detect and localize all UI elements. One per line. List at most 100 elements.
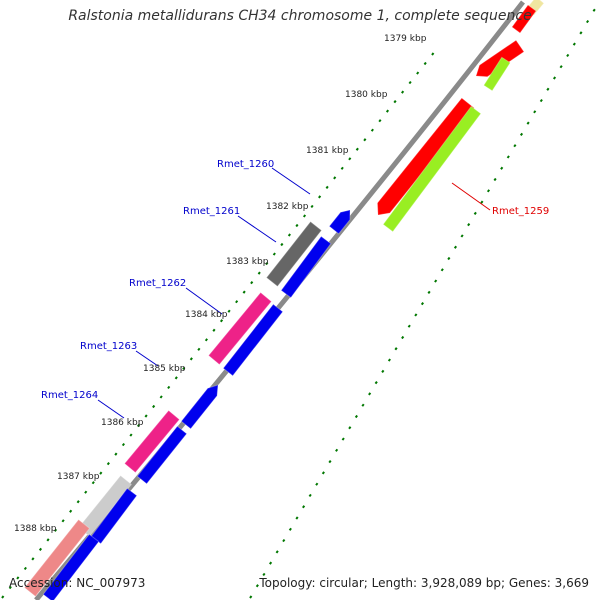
inner-scale-line [401,335,405,340]
leader-rmet-1263 [135,350,159,367]
inner-scale-line [579,31,583,35]
gene-rmet-1264-pink-edge [123,409,181,474]
gene-salmon [24,519,90,597]
outer-scale-line [212,328,216,332]
outer-scale-line [242,290,246,294]
gene-blue-bottom-edge [42,533,100,600]
outer-scale-line [159,395,163,399]
outer-scale-line [38,547,43,551]
inner-scale-line [526,121,530,125]
gene-rmet-1259-red-edge [376,97,475,216]
leader-rmet-1259 [451,182,491,211]
inner-scale-line [566,53,570,58]
inner-scale-line [493,177,497,182]
outer-scale-line [182,366,186,370]
outer-scale-line [54,528,58,532]
gene-label-rmet-1263[interactable]: Rmet_1263 [80,341,137,352]
outer-scale-line [333,176,337,180]
gene-red-small [476,40,524,77]
inner-scale-line [269,561,273,565]
outer-scale-line [416,71,420,75]
gene-label-rmet-1259[interactable]: Rmet_1259 [492,206,549,217]
outer-scale-line [69,509,73,513]
outer-scale-line [129,433,133,437]
outer-scale-line [121,442,126,447]
inner-scale-line [453,245,458,249]
gene-rmet-1262-pink [208,292,272,365]
inner-scale-line [321,471,325,475]
inner-scale-line [262,572,266,577]
gene-green-small-edge [483,56,511,92]
inner-scale-line [328,460,332,464]
gene-label-rmet-1261[interactable]: Rmet_1261 [183,206,240,217]
outer-scale-line [31,557,35,561]
tick-label: 1385 kbp [143,364,186,374]
inner-scale-line [546,87,550,91]
outer-scale-line [174,376,178,380]
gene-features [23,0,545,600]
inner-scale-line [585,19,590,24]
gene-salmon-edge [23,518,91,598]
gene-label-rmet-1264[interactable]: Rmet_1264 [41,390,98,401]
outer-scale-line [144,414,148,418]
gene-rmet-1259-red [377,97,475,215]
outer-scale-line [152,404,156,409]
gene-rmet-1264-pink [124,410,180,473]
tick-label: 1380 kbp [345,90,388,100]
outer-scale-line [401,90,405,94]
leader-rmet-1264 [97,399,125,419]
inner-scale-line [572,42,576,46]
outer-scale-line [318,195,322,199]
tick-label: 1386 kbp [101,418,144,428]
gene-label-rmet-1260[interactable]: Rmet_1260 [217,159,274,170]
leader-rmet-1261 [237,215,277,243]
gene-rmet-1261-gray-edge [265,220,323,288]
outer-scale-line [136,423,141,428]
gene-red-top-edge [511,4,537,34]
gene-rmet-1260-edge [328,209,351,235]
outer-scale-line [46,538,50,542]
outer-scale-line [265,261,269,266]
gene-rmet-1262-blue [223,304,283,376]
gene-rmet-1260 [329,210,350,234]
inner-scale-line [381,369,385,373]
inner-scale-line [341,437,345,441]
inner-scale-line [361,403,365,407]
inner-scale-line [249,595,253,599]
outer-scale-line [189,357,193,361]
outer-scale-line [272,252,276,256]
outer-scale-line [355,147,359,151]
outer-scale-line [250,281,254,285]
gene-rmet-1263-edge [180,384,219,430]
inner-scale-line [414,313,418,317]
tick-label: 1384 kbp [185,310,228,320]
inner-scale-line [407,324,411,328]
inner-scale-line [282,538,286,543]
map-title: Ralstonia metallidurans CH34 chromosome … [68,8,532,24]
outer-scale-line [23,566,27,571]
outer-scale-line [219,319,224,323]
tick-label: 1388 kbp [14,524,57,534]
outer-scale-line [61,519,65,523]
outer-scale-line [280,242,284,247]
inner-scale-line [506,155,510,159]
outer-scale-line [325,185,329,189]
outer-scale-line [385,109,390,113]
genome-summary-text: Topology: circular; Length: 3,928,089 bp… [259,576,589,590]
outer-scale-line [393,100,397,104]
inner-scale-line [295,516,299,520]
gene-rmet-1264-blue-edge [136,425,188,485]
inner-scale-line [592,8,596,12]
gene-blue-lower-edge [90,487,138,545]
outer-scale-line [378,119,382,123]
gene-rmet-1261-gray [266,221,322,287]
gene-label-rmet-1262[interactable]: Rmet_1262 [129,278,186,289]
inner-scale-line [440,268,444,272]
inner-scale-line [533,110,537,114]
outer-scale-line [8,585,12,590]
outer-scale-line [227,309,231,313]
inner-scale-line [308,493,312,498]
gene-rmet-1262-pink-edge [207,291,273,366]
gene-rmet-1259-green-edge [382,105,482,233]
